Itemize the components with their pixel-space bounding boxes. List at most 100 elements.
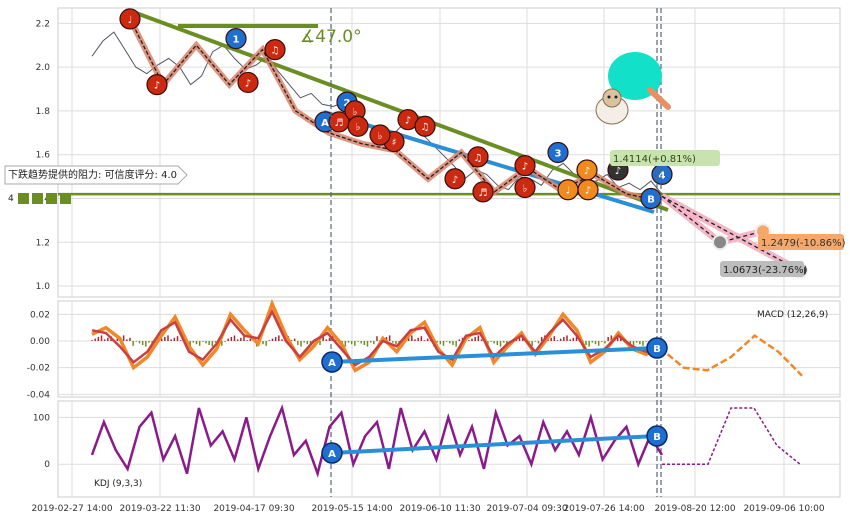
marker-circle-15 bbox=[467, 146, 489, 168]
racket-handle bbox=[647, 87, 671, 110]
kdj-line bbox=[90, 404, 664, 478]
xtick-6: 2019-07-26 14:00 bbox=[563, 504, 644, 514]
marker-19: 3 bbox=[547, 141, 569, 164]
macd-point-b bbox=[646, 337, 668, 359]
macd-point-b-label: B bbox=[653, 344, 661, 355]
marker-glyph-23: ♪ bbox=[615, 166, 621, 177]
price-panel-frame bbox=[57, 7, 841, 298]
macd-panel-frame bbox=[57, 300, 841, 398]
marker-1: ♪ bbox=[146, 74, 168, 96]
downtrend-resistance-line bbox=[127, 8, 669, 212]
marker-glyph-2: 1 bbox=[233, 35, 240, 46]
xtick-4: 2019-06-10 11:30 bbox=[399, 504, 480, 514]
marker-circle-13 bbox=[369, 124, 391, 146]
price-tag-1: 1.4114(+0.81%) bbox=[613, 154, 696, 165]
marker-18: ♭ bbox=[514, 176, 536, 199]
projection-line-1 bbox=[661, 195, 764, 244]
marker-glyph-20: ♪ bbox=[584, 166, 590, 177]
price-tag-2-bg bbox=[758, 234, 844, 250]
marker-20: ♪ bbox=[576, 159, 598, 181]
xtick-2: 2019-04-17 09:30 bbox=[213, 504, 294, 514]
marker-25: B bbox=[640, 187, 662, 210]
marker-14: ♪ bbox=[444, 168, 466, 190]
x-tick-labels: 2019-02-27 14:00 2019-03-22 11:30 2019-04-… bbox=[31, 504, 824, 514]
marker-glyph-7: 2 bbox=[344, 98, 351, 109]
ytick-price-4: 1.8 bbox=[36, 107, 51, 117]
kdj-divergence-line bbox=[331, 434, 657, 455]
projection-line-2 bbox=[661, 195, 801, 272]
angle-label: ∡47.0° bbox=[300, 27, 362, 47]
marker-glyph-0: ♩ bbox=[128, 15, 133, 26]
macd-divergence-line bbox=[331, 346, 657, 364]
marker-glyph-18: ♭ bbox=[523, 184, 528, 195]
projection-point-1 bbox=[712, 234, 728, 251]
resistance-note: 下跌趋势提供的阻力: 可信度评分: 4.0 4 bbox=[4, 165, 188, 204]
rating-icon-4 bbox=[60, 193, 71, 204]
indicator-markers: A B A B bbox=[321, 337, 668, 464]
marker-glyph-5: A bbox=[321, 118, 329, 129]
resistance-note-box bbox=[4, 165, 188, 185]
rating-icon-2 bbox=[32, 193, 43, 204]
marker-circle-16 bbox=[472, 181, 494, 203]
resistance-count: 4 bbox=[8, 194, 14, 204]
price-tag-2: 1.2479(-10.86%) bbox=[761, 238, 846, 249]
marker-glyph-4: ♫ bbox=[271, 46, 280, 57]
dog-head bbox=[602, 88, 622, 108]
marker-glyph-25: B bbox=[647, 194, 655, 205]
marker-circle-14 bbox=[444, 168, 466, 190]
ytick-price-0: 1.0 bbox=[36, 282, 51, 292]
xtick-1: 2019-03-22 11:30 bbox=[119, 504, 200, 514]
marker-glyph-16: ♬ bbox=[479, 188, 488, 199]
kdj-title: KDJ (9,3,3) bbox=[94, 479, 142, 489]
grid-lines bbox=[58, 8, 840, 497]
marker-glyph-14: ♪ bbox=[452, 175, 458, 186]
marker-circle-19 bbox=[547, 141, 569, 164]
ytick-macd-1: 0.00 bbox=[30, 337, 50, 347]
marker-glyph-1: ♪ bbox=[154, 81, 160, 92]
marker-glyph-3: ♪ bbox=[245, 78, 251, 89]
marker-24: 4 bbox=[651, 163, 673, 185]
ytick-macd-2: -0.02 bbox=[27, 364, 50, 374]
marker-circle-1 bbox=[146, 74, 168, 96]
marker-17: ♪ bbox=[514, 155, 536, 177]
marker-circle-25 bbox=[640, 187, 662, 210]
marker-glyph-12: ♫ bbox=[421, 122, 430, 133]
kdj-point-a bbox=[321, 442, 343, 464]
marker-glyph-21: ♩ bbox=[566, 186, 571, 197]
rating-icon-3 bbox=[46, 193, 57, 204]
marker-3: ♪ bbox=[237, 71, 259, 94]
dog-eye-2 bbox=[614, 95, 618, 99]
kdj-series bbox=[90, 404, 801, 478]
marker-glyph-17: ♪ bbox=[522, 162, 528, 173]
marker-2: 1 bbox=[225, 28, 247, 50]
dog-eye bbox=[607, 95, 611, 99]
marker-glyph-22: ♪ bbox=[585, 186, 591, 197]
marker-circle-4 bbox=[264, 38, 286, 61]
xtick-0: 2019-02-27 14:00 bbox=[31, 504, 112, 514]
kdj-point-b bbox=[646, 425, 668, 447]
marker-glyph-8: ♭ bbox=[353, 107, 358, 118]
macd-point-a-label: A bbox=[328, 358, 336, 369]
macd-signal-line bbox=[91, 308, 661, 367]
marker-glyph-15: ♫ bbox=[474, 153, 483, 164]
macd-series bbox=[91, 298, 803, 377]
marker-glyph-6: ♬ bbox=[335, 118, 344, 129]
marker-glyph-10: ♯ bbox=[392, 138, 397, 149]
xtick-8: 2019-09-06 10:00 bbox=[743, 504, 824, 514]
kdj-projection bbox=[662, 407, 801, 465]
marker-glyph-11: ♪ bbox=[405, 116, 411, 127]
mascot-illustration bbox=[595, 52, 671, 125]
kdj-point-b-label: B bbox=[653, 432, 661, 443]
marker-12: ♫ bbox=[414, 115, 436, 137]
ytick-macd-0: 0.02 bbox=[30, 310, 50, 320]
kdj-panel-frame bbox=[57, 400, 841, 498]
marker-circle-0 bbox=[119, 8, 141, 30]
marker-22: ♪ bbox=[577, 179, 599, 201]
marker-21: ♩ bbox=[557, 179, 579, 201]
macd-point-a bbox=[321, 351, 343, 373]
marker-glyph-19: 3 bbox=[555, 149, 562, 160]
marker-16: ♬ bbox=[472, 181, 494, 203]
macd-title: MACD (12,26,9) bbox=[757, 310, 828, 320]
